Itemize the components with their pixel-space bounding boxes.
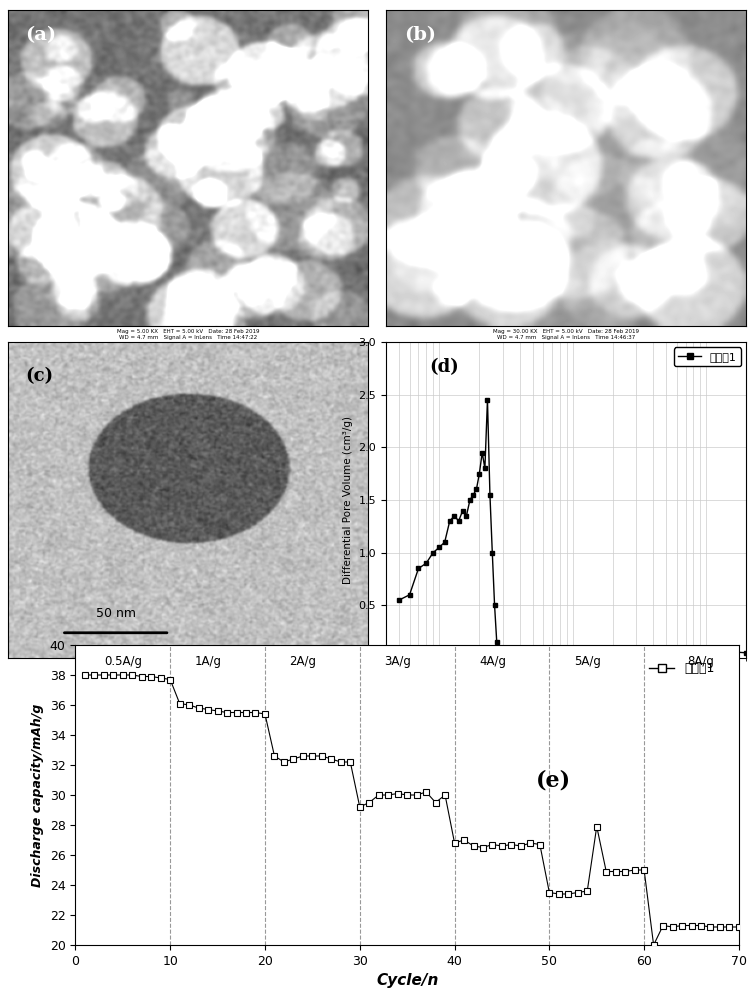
Text: 3A/g: 3A/g (385, 656, 411, 668)
X-axis label: Mag = 30.00 KX   EHT = 5.00 kV   Date: 28 Feb 2019
WD = 4.7 mm   Signal A = InLe: Mag = 30.00 KX EHT = 5.00 kV Date: 28 Fe… (493, 329, 639, 340)
Y-axis label: Discharge capacity/mAh/g: Discharge capacity/mAh/g (31, 703, 44, 887)
X-axis label: Mag = 5.00 KX   EHT = 5.00 kV   Date: 28 Feb 2019
WD = 4.7 mm   Signal A = InLen: Mag = 5.00 KX EHT = 5.00 kV Date: 28 Feb… (117, 329, 259, 340)
X-axis label: Cycle/n: Cycle/n (376, 973, 438, 988)
Legend: 实施例1: 实施例1 (674, 347, 741, 366)
Text: (d): (d) (429, 358, 459, 376)
Y-axis label: Differential Pore Volume (cm³/g): Differential Pore Volume (cm³/g) (343, 416, 353, 584)
Text: 4A/g: 4A/g (479, 656, 506, 668)
Text: 8A/g: 8A/g (688, 656, 715, 668)
Legend: 实施例1: 实施例1 (644, 657, 719, 680)
Text: (b): (b) (404, 26, 436, 44)
Text: 0.5A/g: 0.5A/g (104, 656, 142, 668)
Text: 5A/g: 5A/g (574, 656, 601, 668)
Text: 2A/g: 2A/g (290, 656, 317, 668)
X-axis label: Pore Width (nm): Pore Width (nm) (516, 683, 617, 696)
Text: (c): (c) (26, 367, 54, 385)
Text: 1A/g: 1A/g (195, 656, 222, 668)
Text: 50 nm: 50 nm (96, 607, 136, 620)
Text: (e): (e) (535, 769, 571, 791)
Text: (a): (a) (26, 26, 57, 44)
